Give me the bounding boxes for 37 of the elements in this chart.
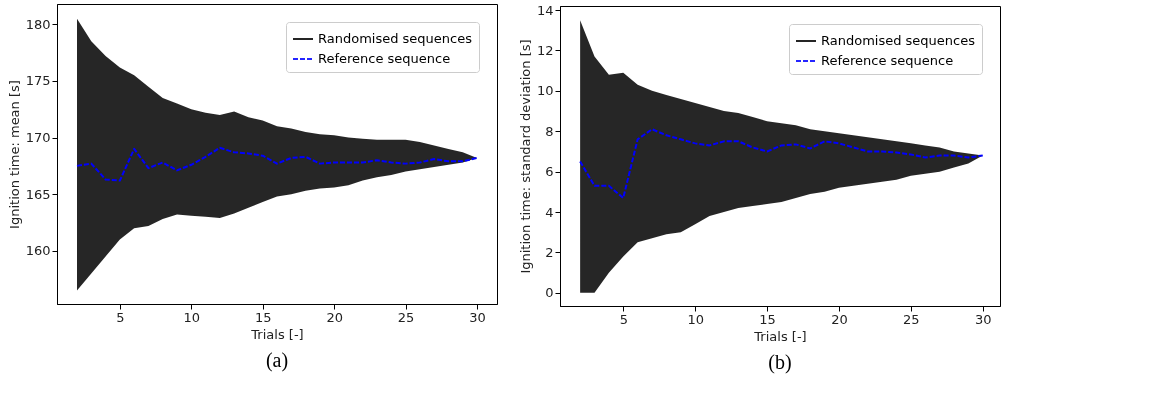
x-tick-label: 5 <box>116 309 125 325</box>
y-tick-label: 165 <box>25 186 51 202</box>
line-series <box>579 128 984 199</box>
y-axis-title: Ignition time: standard deviation [s] <box>517 39 533 274</box>
y-tick-label: 8 <box>545 123 554 139</box>
x-tick-label: 10 <box>183 309 201 325</box>
y-tick-label: 6 <box>545 164 554 180</box>
y-tick-label: 14 <box>536 2 554 18</box>
y-tick-label: 10 <box>536 83 554 99</box>
legend-label: Reference sequence <box>318 51 451 66</box>
legend-label: Randomised sequences <box>318 31 473 46</box>
line-series <box>76 146 478 182</box>
text: (a) <box>265 349 289 372</box>
y-tick-label: 175 <box>25 73 51 89</box>
x-tick-label: 5 <box>619 311 628 327</box>
x-tick-label: 25 <box>397 309 415 325</box>
y-tick-label: 12 <box>536 42 554 58</box>
x-axis-title: Trials [-] <box>250 326 304 342</box>
y-tick-label: 180 <box>25 16 51 32</box>
x-tick-label: 20 <box>831 311 848 327</box>
text: (b) <box>768 351 792 374</box>
x-tick-label: 30 <box>469 309 486 325</box>
y-tick-label: 170 <box>25 130 51 146</box>
x-tick-label: 10 <box>687 311 704 327</box>
y-tick-label: 2 <box>545 244 554 260</box>
x-tick-label: 25 <box>903 311 920 327</box>
x-tick-label: 20 <box>326 309 343 325</box>
legend-label: Randomised sequences <box>821 33 976 48</box>
x-tick-label: 30 <box>974 311 992 327</box>
y-tick-label: 160 <box>25 243 51 259</box>
x-tick-label: 15 <box>759 311 776 327</box>
legend-label: Reference sequence <box>821 53 954 68</box>
y-tick-label: 0 <box>545 285 554 301</box>
y-axis-title: Ignition time: mean [s] <box>6 80 22 229</box>
x-axis-title: Trials [-] <box>753 328 807 344</box>
x-tick-label: 15 <box>254 309 272 325</box>
y-tick-label: 4 <box>545 204 554 220</box>
